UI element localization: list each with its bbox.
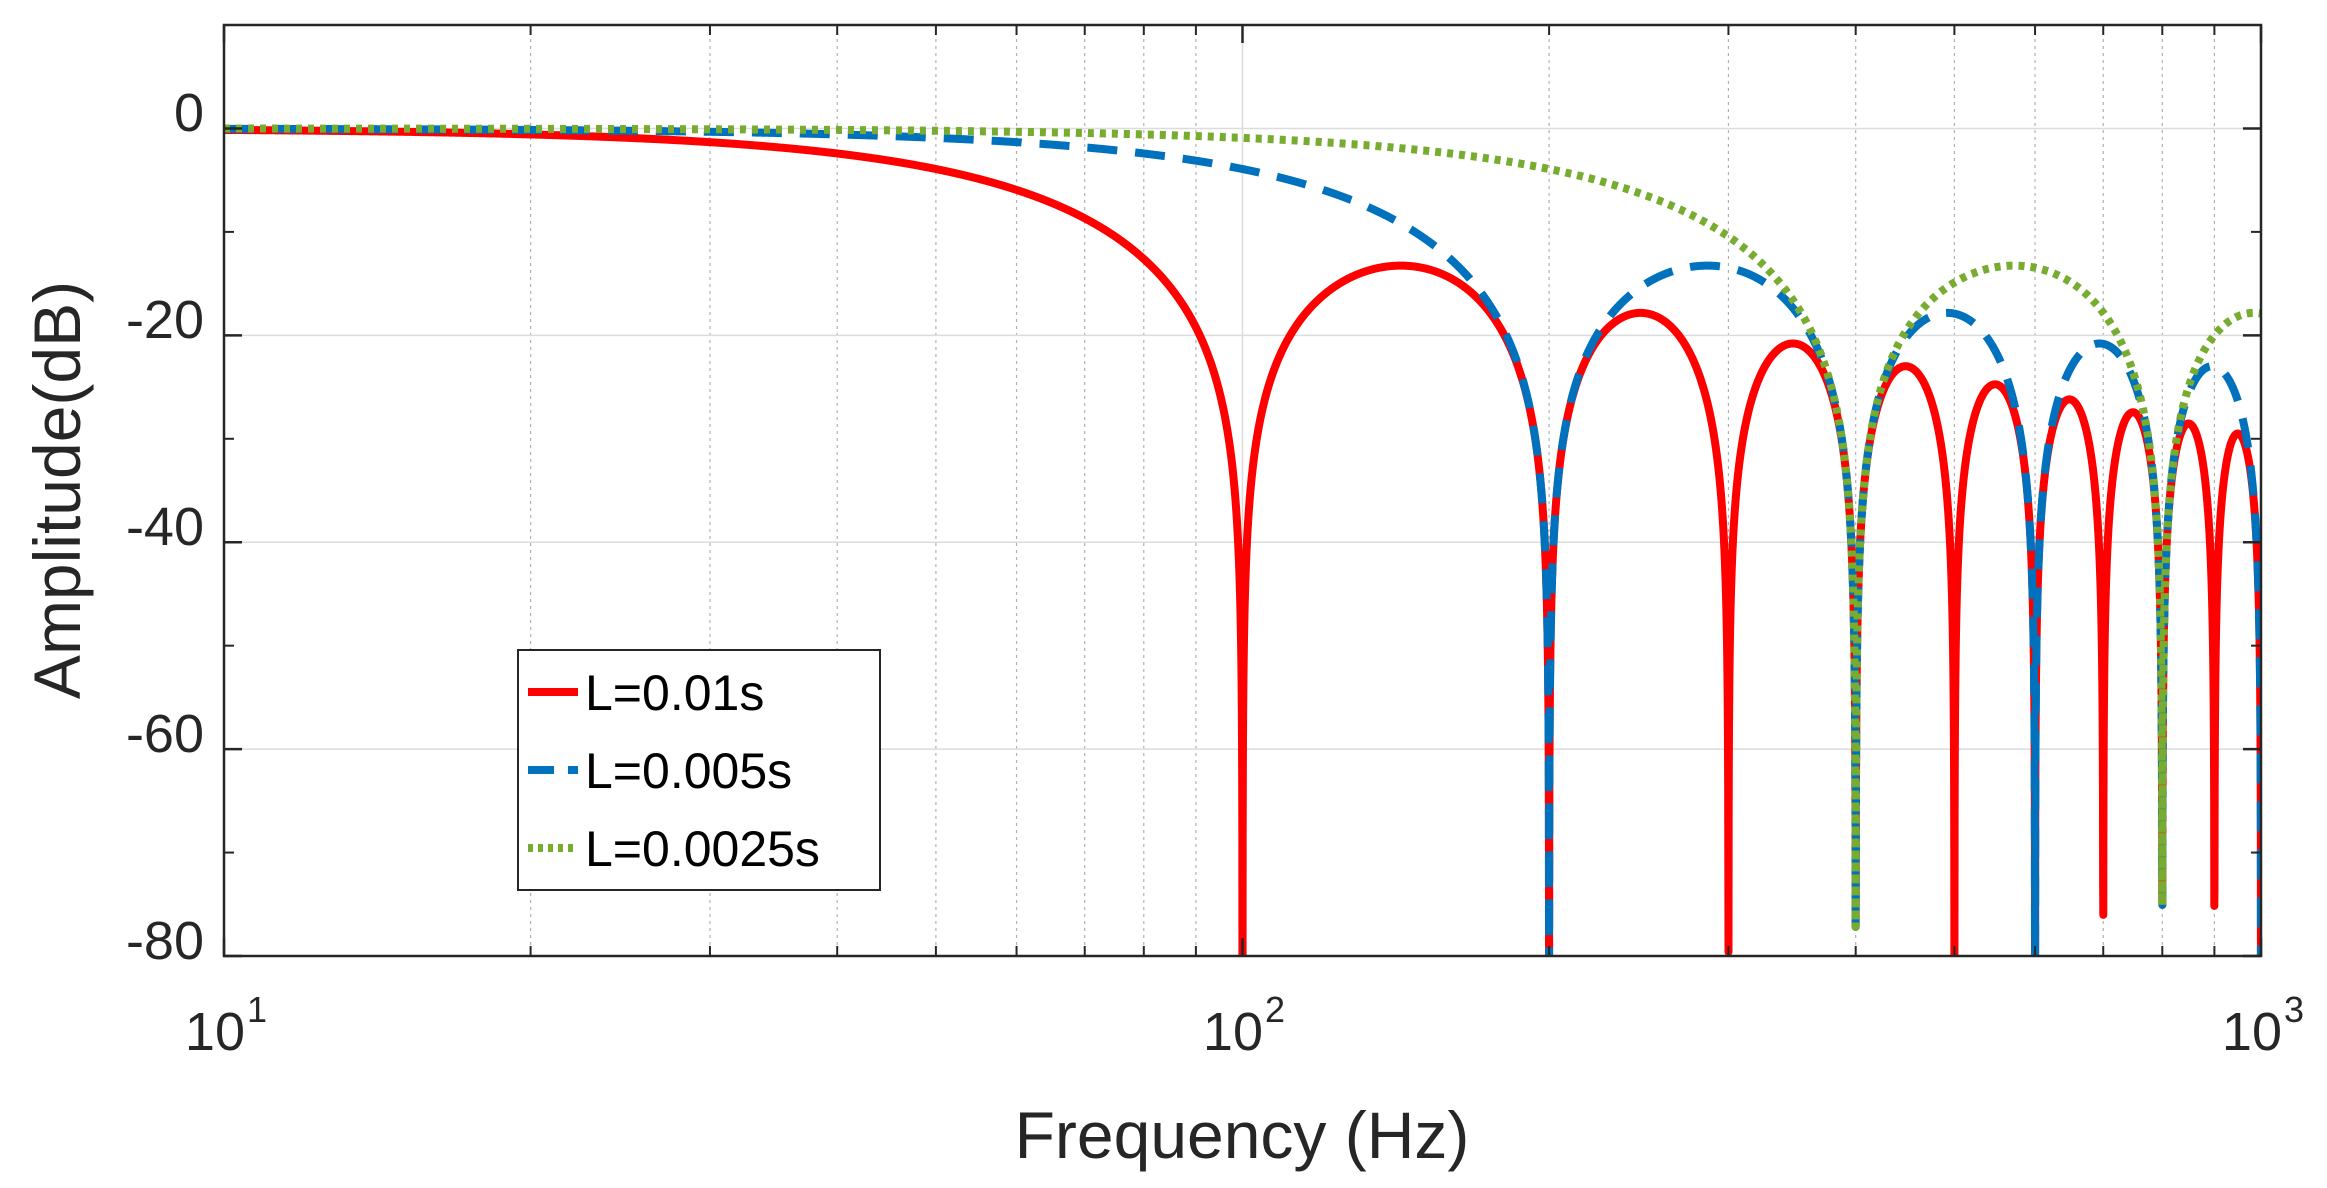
legend-entry: L=0.005s (528, 743, 792, 799)
y-tick-labels: 0 -20 -40 -60 -80 (126, 83, 204, 971)
svg-text:1: 1 (247, 989, 267, 1030)
svg-text:3: 3 (2284, 989, 2304, 1030)
svg-text:10: 10 (2222, 1002, 2282, 1062)
y-tick-label: -40 (126, 497, 204, 557)
legend-label: L=0.0025s (585, 821, 820, 877)
legend-label: L=0.01s (585, 665, 764, 721)
series-line (224, 125, 2261, 956)
x-tick-label: 10 2 (1203, 989, 1285, 1062)
y-tick-label: -20 (126, 290, 204, 350)
minor-grid (529, 25, 2215, 956)
svg-text:2: 2 (1265, 989, 1285, 1030)
y-tick-label: -60 (126, 704, 204, 764)
y-axis-title: Amplitude(dB) (20, 281, 94, 699)
legend-box (517, 649, 881, 891)
plot-frame (222, 23, 2263, 958)
svg-text:10: 10 (185, 1002, 245, 1062)
legend: L=0.01s L=0.005s L=0.0025s (517, 649, 881, 891)
legend-entry: L=0.0025s (528, 821, 820, 877)
y-tick-label: -80 (126, 911, 204, 971)
series-line (224, 124, 2261, 931)
x-tick-label: 10 1 (185, 989, 267, 1062)
x-tick-labels: 10 1 10 2 10 3 (185, 989, 2304, 1062)
svg-text:10: 10 (1203, 1002, 1263, 1062)
y-tick-label: 0 (174, 83, 204, 143)
x-tick-label: 10 3 (2222, 989, 2304, 1062)
legend-entry: L=0.01s (528, 665, 764, 721)
legend-label: L=0.005s (585, 743, 792, 799)
x-axis-title: Frequency (Hz) (1015, 1098, 1470, 1172)
series-layer (224, 124, 2261, 956)
